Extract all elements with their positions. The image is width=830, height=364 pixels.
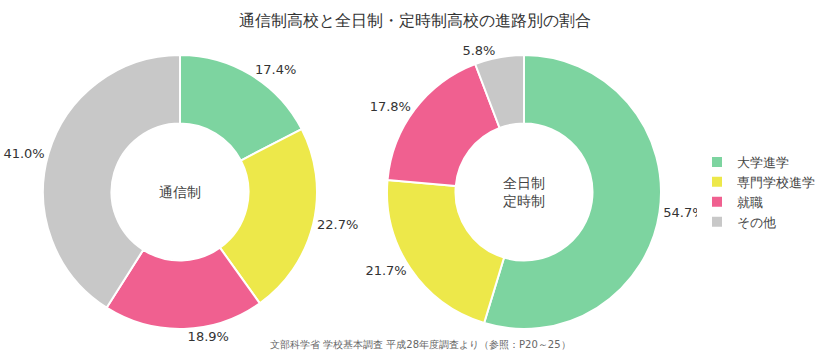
svg-text:5.8%: 5.8%	[462, 43, 495, 58]
svg-text:全日制定時制: 全日制定時制	[503, 175, 545, 209]
svg-text:その他: その他	[737, 215, 776, 230]
svg-text:22.7%: 22.7%	[317, 217, 358, 232]
svg-text:41.0%: 41.0%	[3, 146, 44, 161]
svg-text:専門学校進学: 専門学校進学	[737, 175, 815, 190]
svg-text:通信制: 通信制	[159, 184, 201, 200]
svg-text:文部科学省 学校基本調査 平成28年度調査より（参照：P20: 文部科学省 学校基本調査 平成28年度調査より（参照：P20～25）	[270, 339, 571, 350]
svg-text:17.4%: 17.4%	[255, 62, 296, 77]
svg-text:17.8%: 17.8%	[370, 99, 411, 114]
svg-text:18.9%: 18.9%	[188, 329, 229, 344]
svg-text:就職: 就職	[737, 195, 763, 210]
svg-text:大学進学: 大学進学	[737, 155, 789, 170]
svg-text:通信制高校と全日制・定時制高校の進路別の割合: 通信制高校と全日制・定時制高校の進路別の割合	[239, 11, 591, 30]
svg-text:21.7%: 21.7%	[365, 263, 406, 278]
svg-text:54.7%: 54.7%	[663, 204, 705, 220]
